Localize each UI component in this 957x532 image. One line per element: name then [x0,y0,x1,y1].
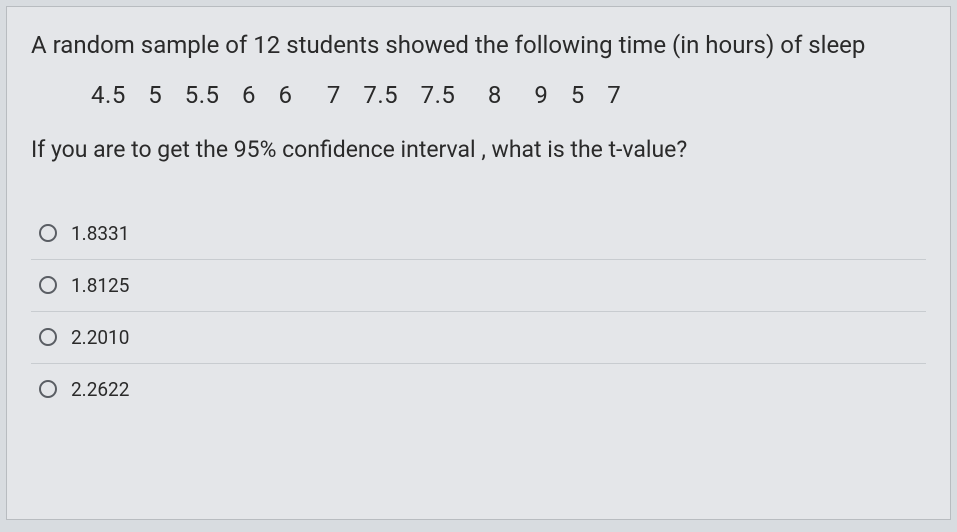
data-value: 7 [607,81,621,109]
question-prompt: If you are to get the 95% confidence int… [31,133,926,168]
data-value: 8 [488,81,502,109]
option-3[interactable]: 2.2622 [31,364,926,415]
question-intro: A random sample of 12 students showed th… [31,27,926,63]
data-values-row: 4.5 5 5.5 6 6 7 7.5 7.5 8 9 5 7 [31,81,926,109]
data-value: 7.5 [363,81,398,109]
question-card: A random sample of 12 students showed th… [6,6,951,520]
option-0[interactable]: 1.8331 [31,208,926,260]
option-2[interactable]: 2.2010 [31,312,926,364]
data-value: 9 [534,81,548,109]
option-label: 1.8331 [71,222,129,245]
data-value: 5 [571,81,585,109]
radio-icon [39,380,57,398]
data-value: 6 [278,81,292,109]
option-1[interactable]: 1.8125 [31,260,926,312]
radio-icon [39,328,57,346]
data-value: 7.5 [421,81,456,109]
data-value: 5 [148,81,162,109]
data-value: 4.5 [91,81,126,109]
option-label: 1.8125 [71,274,129,297]
radio-icon [39,224,57,242]
data-value: 6 [242,81,256,109]
option-label: 2.2010 [71,326,129,349]
data-value: 7 [327,81,341,109]
data-value: 5.5 [185,81,220,109]
radio-icon [39,276,57,294]
options-list: 1.8331 1.8125 2.2010 2.2622 [31,208,926,415]
option-label: 2.2622 [71,378,129,401]
